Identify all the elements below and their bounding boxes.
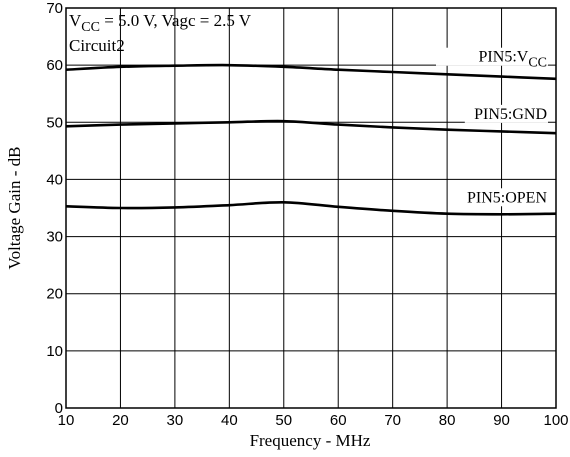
series-label: PIN5:GND	[474, 106, 547, 123]
y-tick-label: 0	[55, 400, 63, 417]
x-tick-label: 100	[543, 412, 568, 429]
series-label-main: PIN5:V	[479, 49, 529, 66]
plot-frame	[65, 7, 557, 409]
series-label-subscript: CC	[528, 56, 547, 71]
series-label-main: PIN5:GND	[474, 106, 547, 123]
y-tick-label: 60	[46, 57, 63, 74]
y-tick-label: 30	[46, 229, 63, 246]
series-labels: PIN5:VCC PIN5:GND PIN5:OPEN	[436, 47, 548, 207]
y-axis-title: Voltage Gain - dB	[5, 147, 24, 270]
y-tick-label: 40	[46, 171, 63, 188]
x-tick-label: 80	[439, 412, 456, 429]
x-tick-label: 50	[275, 412, 292, 429]
series-label-main: PIN5:OPEN	[467, 189, 547, 206]
series-line	[65, 63, 557, 81]
x-tick-label: 60	[330, 412, 347, 429]
series-line	[65, 119, 557, 135]
series-label-background	[436, 47, 548, 66]
conditions-prefix: V	[69, 11, 82, 30]
x-tick-labels: 10 20 30 40 50 60 70 80 90 100	[58, 412, 569, 429]
series-label-background	[455, 188, 548, 207]
series-label-background	[464, 104, 548, 123]
x-axis-title: Frequency - MHz	[250, 431, 371, 450]
series-label: PIN5:OPEN	[467, 189, 547, 206]
circuit-annotation: Circuit2	[69, 36, 125, 55]
y-tick-label: 70	[46, 0, 63, 17]
conditions-subscript: CC	[81, 20, 100, 35]
x-tick-label: 20	[112, 412, 129, 429]
x-tick-label: 90	[493, 412, 510, 429]
series-label: PIN5:VCC	[479, 49, 547, 71]
series-lines	[65, 63, 557, 216]
conditions-annotation: VCC = 5.0 V, Vagc = 2.5 V	[69, 11, 252, 35]
series-line	[65, 200, 557, 216]
x-tick-label: 40	[221, 412, 238, 429]
x-tick-label: 10	[58, 412, 75, 429]
y-tick-label: 10	[46, 343, 63, 360]
y-tick-labels: 0 10 20 30 40 50 60 70	[46, 0, 63, 417]
y-tick-label: 50	[46, 114, 63, 131]
conditions-rest: = 5.0 V, Vagc = 2.5 V	[100, 11, 252, 30]
x-tick-label: 70	[384, 412, 401, 429]
x-tick-label: 30	[167, 412, 184, 429]
y-tick-label: 20	[46, 286, 63, 303]
